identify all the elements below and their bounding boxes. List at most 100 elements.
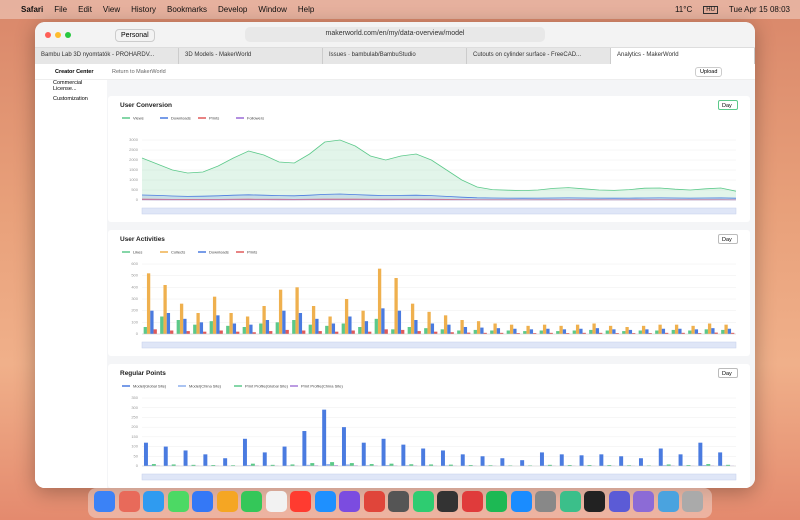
tab[interactable]: Cutouts on cylinder surface - FreeCAD... xyxy=(467,48,611,64)
dock-icon[interactable] xyxy=(167,491,189,512)
zoom-slider[interactable] xyxy=(141,207,737,215)
period-select[interactable]: Day xyxy=(718,234,738,244)
dock-icon[interactable] xyxy=(584,491,605,512)
bar xyxy=(559,454,564,466)
bar xyxy=(186,331,190,334)
menu-item[interactable]: Edit xyxy=(78,5,92,14)
bar xyxy=(543,465,548,466)
dock-icon[interactable] xyxy=(388,491,409,512)
menu-item[interactable]: Window xyxy=(258,5,287,14)
sidebar-item[interactable]: Customization xyxy=(53,96,88,102)
menu-item[interactable]: View xyxy=(102,5,121,14)
dock-icon[interactable] xyxy=(314,491,336,512)
bar xyxy=(389,463,394,466)
bar xyxy=(665,332,669,334)
menu-item[interactable]: Help xyxy=(297,5,315,14)
bar xyxy=(556,331,560,334)
bar xyxy=(385,465,390,466)
menu-item[interactable]: Bookmarks xyxy=(167,5,208,14)
dock-icon[interactable] xyxy=(192,491,213,512)
dock-icon[interactable] xyxy=(265,491,287,512)
tab[interactable]: Analytics - MakerWorld xyxy=(611,48,755,64)
bar xyxy=(662,465,667,466)
bar xyxy=(147,465,152,466)
dock-icon[interactable] xyxy=(143,491,164,512)
tab[interactable]: Issues · bambulab/BambuStudio xyxy=(323,48,467,64)
return-link[interactable]: Return to MakerWorld xyxy=(112,69,166,75)
address-bar[interactable]: makerworld.com/en/my/data-overview/model xyxy=(245,27,545,42)
dock-icon[interactable] xyxy=(363,491,385,512)
bar xyxy=(638,330,642,334)
dock-icon[interactable] xyxy=(94,491,115,512)
dock-icon[interactable] xyxy=(461,491,483,512)
content: User Conversion Day Views Downloads Prints… xyxy=(35,80,755,488)
y-tick-label: 0 xyxy=(136,197,139,202)
bar xyxy=(595,328,600,334)
zoom-slider[interactable] xyxy=(141,473,737,481)
menu-item[interactable]: File xyxy=(54,5,68,14)
y-tick-label: 0 xyxy=(136,331,139,336)
bar xyxy=(724,324,728,334)
y-tick-label: 100 xyxy=(131,319,138,324)
dock-icon[interactable] xyxy=(339,491,360,512)
bar xyxy=(407,327,411,334)
upload-button[interactable]: Upload xyxy=(695,67,723,77)
clock[interactable]: Tue Apr 15 08:03 xyxy=(728,5,790,14)
bar xyxy=(587,465,592,466)
zoom-slider[interactable] xyxy=(141,341,737,349)
menu-item[interactable]: History xyxy=(131,5,157,14)
zoom-button[interactable] xyxy=(65,32,71,38)
weather[interactable]: 11°C xyxy=(674,5,693,14)
input-source[interactable]: HU xyxy=(703,5,718,14)
bar xyxy=(146,273,151,334)
dock-icon[interactable] xyxy=(657,491,679,512)
bar xyxy=(151,464,156,466)
bar xyxy=(582,332,586,334)
minimize-button[interactable] xyxy=(55,32,61,38)
bar xyxy=(658,448,663,466)
bar xyxy=(546,328,550,334)
dock-icon[interactable] xyxy=(118,491,140,512)
bar xyxy=(632,333,636,334)
dock-icon[interactable] xyxy=(241,491,262,512)
close-button[interactable] xyxy=(45,32,51,38)
bar xyxy=(349,463,354,466)
y-tick-label: 2500 xyxy=(129,147,139,152)
bar xyxy=(325,325,329,334)
bar xyxy=(638,458,643,466)
dock-icon[interactable] xyxy=(535,491,556,512)
menu-item[interactable]: Develop xyxy=(218,5,248,14)
dock-icon[interactable] xyxy=(437,491,458,512)
bar xyxy=(306,464,311,466)
bar xyxy=(671,329,675,334)
bar xyxy=(448,464,453,466)
dock-icon[interactable] xyxy=(682,491,703,512)
dock-icon[interactable] xyxy=(559,491,581,512)
sidebar-item[interactable]: Commercial License... xyxy=(53,80,83,92)
period-select[interactable]: Day xyxy=(718,368,738,378)
dock-icon[interactable] xyxy=(290,491,311,512)
dock-icon[interactable] xyxy=(412,491,434,512)
dock-icon[interactable] xyxy=(608,491,630,512)
brand[interactable]: Creator Center xyxy=(55,69,94,75)
dock-icon[interactable] xyxy=(486,491,507,512)
legend-label: Likes xyxy=(133,250,142,255)
bar xyxy=(425,465,430,466)
profile-button[interactable]: Personal xyxy=(115,29,155,42)
bar xyxy=(421,448,426,466)
bar xyxy=(619,456,624,466)
bar xyxy=(345,464,350,466)
legend-label: Views xyxy=(133,116,144,121)
menu-app[interactable]: Safari xyxy=(21,5,44,14)
bar xyxy=(674,324,679,334)
dock-icon[interactable] xyxy=(510,491,532,512)
card-title: User Conversion xyxy=(120,102,173,109)
tab[interactable]: 3D Models - MakerWorld xyxy=(179,48,323,64)
dock-icon[interactable] xyxy=(633,491,654,512)
y-tick-label: 600 xyxy=(131,261,138,266)
tab[interactable]: Bambu Lab 3D nyomtatók - PROHARDV... xyxy=(35,48,179,64)
y-tick-label: 500 xyxy=(131,273,138,278)
period-select[interactable]: Day xyxy=(718,100,738,110)
dock-icon[interactable] xyxy=(216,491,238,512)
bar xyxy=(265,320,270,334)
